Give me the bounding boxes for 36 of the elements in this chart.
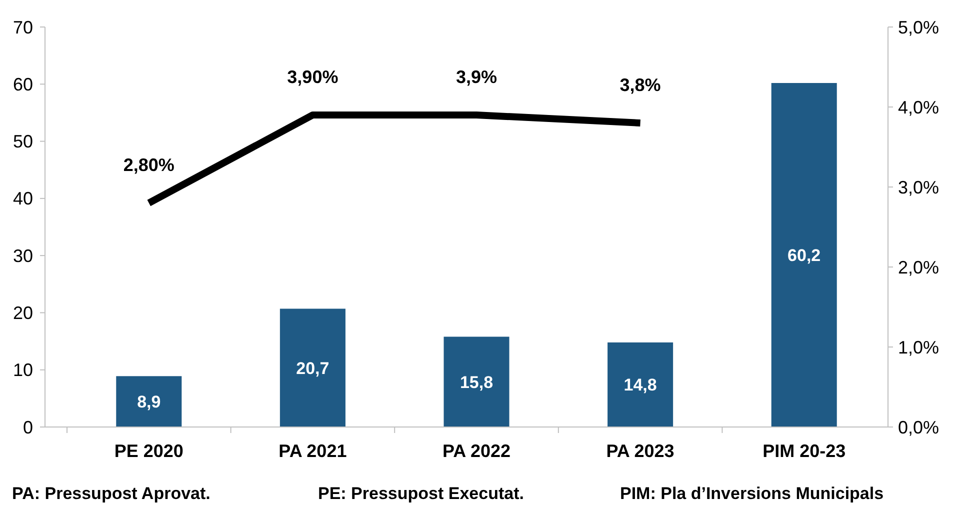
bar [608,342,674,427]
data-label: 3,8% [620,75,661,95]
y-tick-label: 40 [12,188,33,209]
text: PIM: Pla d’Inversions Municipals [620,484,884,503]
text: PA: Pressupost Aprovat. [12,484,210,503]
data-label: 2,80% [123,155,174,175]
y-tick-label: 50 [12,132,33,152]
x-tick-label: PE 2020 [114,441,184,461]
y-tick-label: 60 [12,74,33,94]
data-label: 14,8 [624,376,657,395]
y2-tick-label: 1,0% [898,337,940,358]
data-label: 3,9% [456,67,498,87]
data-label: 8,9 [137,392,161,412]
y2-tick-label: 3,0% [898,177,940,198]
bar [116,376,182,427]
x-tick-label: PIM 20-23 [762,441,846,461]
y-tick-label: 0 [22,417,33,438]
data-label: 20,7 [296,358,330,378]
data-label: 60,2 [788,246,821,265]
y-tick-label: 30 [12,246,33,266]
data-label: 3,90% [287,67,338,87]
y2-tick-label: 4,0% [898,97,940,118]
x-tick-label: PA 2022 [442,441,511,461]
bar [771,83,837,427]
y2-tick-label: 2,0% [898,257,940,278]
x-tick-label: PA 2023 [606,441,674,461]
y-tick-label: 70 [12,17,33,38]
y-tick-label: 10 [12,360,33,380]
bar [444,336,510,427]
x-tick-label: PA 2021 [278,441,347,461]
y2-tick-label: 0,0% [898,417,940,438]
data-label: 15,8 [460,372,494,392]
bar [280,308,346,427]
y2-tick-label: 5,0% [898,17,940,38]
y-tick-label: 20 [12,303,33,324]
text: PE: Pressupost Executat. [318,484,524,503]
